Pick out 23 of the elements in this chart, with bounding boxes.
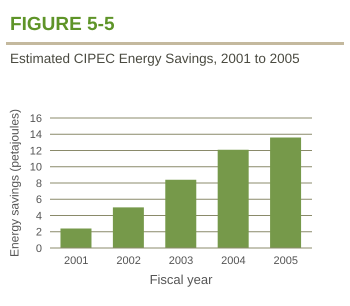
x-tick-label: 2002 (116, 254, 141, 267)
x-tick-label: 2003 (168, 254, 194, 267)
y-tick-label: 0 (36, 242, 42, 255)
y-tick-label: 8 (36, 178, 42, 190)
y-axis-title: Energy savings (petajoules) (7, 108, 22, 258)
bar (165, 180, 196, 248)
bar (270, 138, 302, 248)
y-tick-label: 6 (36, 194, 42, 206)
chart-subtitle: Estimated CIPEC Energy Savings, 2001 to 2005 (10, 51, 300, 66)
y-tick-label: 4 (36, 210, 42, 222)
y-tick-label: 10 (30, 162, 42, 174)
bar (218, 150, 249, 248)
bar (112, 207, 144, 248)
x-axis-title: Fiscal year (150, 272, 214, 287)
bar (60, 228, 92, 248)
y-tick-label: 2 (36, 226, 42, 239)
y-tick-label: 14 (30, 129, 42, 142)
y-tick-label: 12 (30, 145, 42, 158)
chart-title: FIGURE 5-5 (10, 14, 115, 36)
x-tick-label: 2001 (64, 254, 88, 267)
x-tick-label: 2004 (221, 254, 246, 267)
x-tick-label: 2005 (274, 254, 298, 267)
y-tick-label: 16 (30, 112, 42, 125)
